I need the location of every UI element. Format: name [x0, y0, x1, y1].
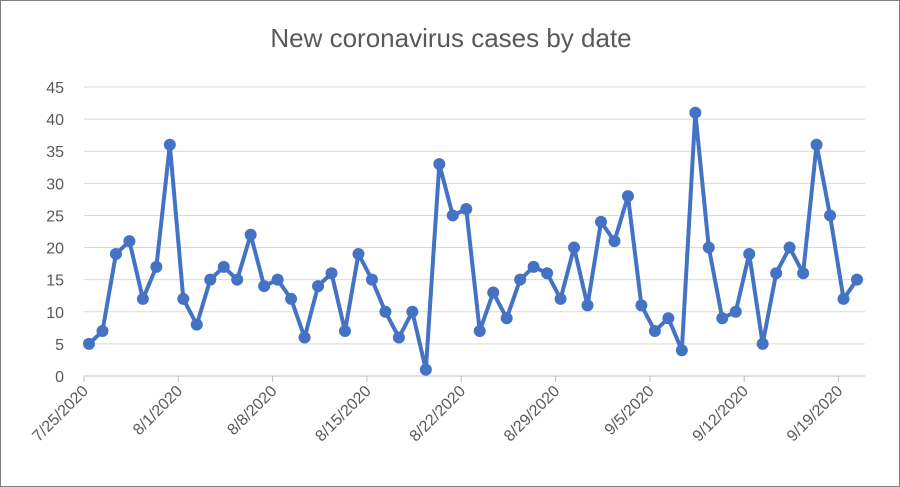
y-tick-label: 30	[46, 176, 64, 193]
x-tick-label: 8/1/2020	[130, 383, 186, 439]
series-line	[87, 110, 859, 372]
y-tick-label: 25	[46, 208, 64, 225]
data-point	[568, 241, 581, 254]
data-point	[648, 325, 661, 338]
x-tick-label: 7/25/2020	[29, 383, 91, 445]
y-tick-label: 15	[46, 273, 64, 290]
data-point	[500, 312, 513, 325]
data-point	[554, 292, 567, 305]
y-tick-label: 45	[46, 80, 64, 97]
chart-title: New coronavirus cases by date	[270, 23, 632, 53]
data-point	[231, 273, 244, 286]
data-point	[608, 235, 621, 248]
data-point	[379, 305, 392, 318]
data-point	[487, 286, 500, 299]
data-point	[851, 273, 863, 286]
series-cases	[83, 106, 863, 376]
data-point	[136, 292, 149, 305]
data-point	[743, 247, 756, 260]
data-point	[271, 273, 284, 286]
data-point	[83, 337, 95, 350]
data-point	[675, 344, 688, 357]
y-tick-label: 5	[55, 337, 64, 354]
data-point	[365, 273, 378, 286]
data-point	[109, 247, 122, 260]
data-point	[716, 312, 729, 325]
data-point	[217, 260, 230, 273]
data-point	[837, 292, 850, 305]
x-tick-label: 9/5/2020	[602, 383, 658, 439]
x-tick-labels: 7/25/2020 8/1/2020 8/8/2020 8/15/2020 8/22/2…	[29, 383, 846, 445]
y-tick-labels: 0 5 10 15 20 25 30 35 40 45	[46, 80, 64, 386]
data-point	[770, 267, 783, 280]
data-point	[460, 203, 473, 216]
data-point	[190, 318, 203, 331]
x-tick-label: 8/8/2020	[224, 383, 280, 439]
data-point	[783, 241, 796, 254]
data-point	[689, 106, 702, 119]
data-point	[581, 299, 594, 312]
y-tick-label: 20	[46, 241, 64, 258]
data-point	[258, 280, 271, 293]
data-point	[635, 299, 648, 312]
x-tick-label: 8/29/2020	[501, 383, 563, 445]
data-point	[527, 260, 540, 273]
y-tick-label: 0	[55, 369, 64, 386]
y-tick-label: 40	[46, 112, 64, 129]
data-point	[702, 241, 715, 254]
x-tick-label: 9/12/2020	[690, 383, 752, 445]
data-point	[96, 325, 109, 338]
data-point	[312, 280, 325, 293]
data-point	[352, 247, 365, 260]
data-point	[298, 331, 311, 344]
data-point	[123, 235, 136, 248]
data-point	[177, 292, 190, 305]
data-point	[339, 325, 351, 338]
data-point	[824, 209, 837, 222]
data-point	[406, 305, 419, 318]
data-point	[797, 267, 810, 280]
data-point	[392, 331, 405, 344]
data-point	[285, 292, 298, 305]
data-point	[621, 190, 634, 203]
data-point	[473, 325, 486, 338]
x-tick-label: 8/15/2020	[312, 383, 374, 445]
data-point	[514, 273, 527, 286]
data-point	[446, 209, 459, 222]
data-point	[756, 337, 769, 350]
data-point	[163, 138, 176, 151]
x-tick-label: 8/22/2020	[407, 383, 469, 445]
y-tick-label: 10	[46, 305, 64, 322]
x-tick-label: 9/19/2020	[784, 383, 846, 445]
data-point	[419, 363, 432, 376]
data-point	[662, 312, 675, 325]
data-point	[150, 260, 163, 273]
x-axis	[83, 375, 865, 382]
data-point	[325, 267, 338, 280]
data-point	[204, 273, 217, 286]
data-point	[810, 138, 823, 151]
y-tick-label: 35	[46, 144, 64, 161]
data-point	[595, 215, 607, 228]
data-point	[433, 158, 446, 171]
data-point	[244, 228, 257, 241]
data-point	[541, 267, 554, 280]
data-point	[729, 305, 742, 318]
